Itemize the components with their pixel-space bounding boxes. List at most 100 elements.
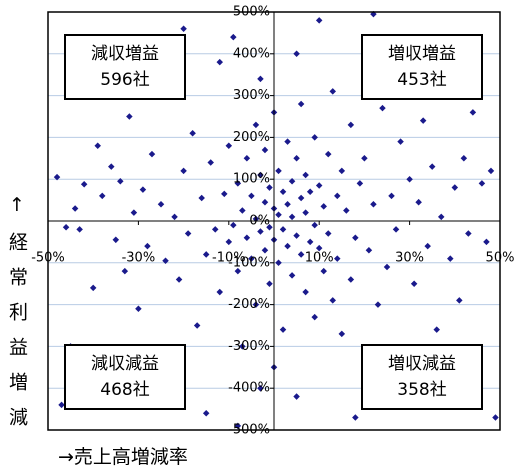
y-tick-label: 100% (233, 172, 270, 187)
y-tick-label: -500% (228, 423, 270, 438)
point (225, 142, 233, 150)
point (320, 203, 327, 210)
point (207, 159, 214, 166)
point (334, 255, 341, 262)
point (306, 238, 314, 246)
point (243, 234, 251, 241)
point (288, 272, 296, 279)
point (221, 190, 228, 198)
point (297, 251, 305, 258)
point (53, 173, 61, 181)
annotation-count: 358社 (397, 380, 446, 400)
point (392, 226, 400, 233)
point (338, 167, 346, 175)
point (139, 186, 147, 193)
point (343, 207, 350, 214)
annotation-label: 増収増益 (388, 44, 456, 64)
point (334, 192, 341, 200)
point (465, 230, 472, 237)
point (112, 236, 120, 244)
point (266, 224, 273, 231)
point (419, 117, 427, 124)
point (157, 201, 165, 208)
point (180, 167, 187, 175)
point (279, 226, 287, 233)
point (89, 284, 97, 292)
point (261, 146, 269, 154)
x-tick-label: 50% (486, 251, 515, 266)
point (397, 138, 404, 145)
annotation-label: 減収減益 (91, 354, 159, 374)
point (71, 205, 79, 212)
point (243, 155, 251, 162)
point (230, 33, 237, 41)
annotation-label: 増収減益 (388, 354, 456, 374)
annotation-box (361, 34, 483, 100)
point (451, 184, 459, 191)
point (284, 138, 291, 145)
point (257, 171, 264, 179)
annotation-label: 減収増益 (91, 44, 159, 64)
x-axis-label: →売上高増減率 (58, 446, 188, 468)
quadrant-box: 減収増益 596社 (64, 34, 186, 100)
point (311, 313, 318, 321)
point (175, 276, 183, 283)
point (284, 242, 291, 250)
point (456, 297, 463, 304)
point (193, 322, 201, 329)
point (76, 226, 83, 233)
point (288, 178, 296, 185)
point (428, 163, 436, 170)
point (492, 414, 499, 421)
point (261, 247, 269, 254)
point (275, 211, 282, 218)
point (338, 330, 346, 338)
y-tick-label: 300% (233, 88, 270, 103)
y-tick-label: 200% (233, 130, 270, 145)
point (329, 297, 337, 304)
point (198, 194, 205, 202)
point (379, 104, 386, 112)
annotation-box (64, 34, 186, 100)
point (80, 180, 88, 188)
point (293, 393, 300, 400)
point (284, 201, 291, 208)
point (148, 150, 156, 158)
point (433, 326, 440, 333)
point (279, 188, 287, 195)
point (248, 192, 255, 200)
point (279, 326, 287, 333)
point (306, 188, 314, 195)
point (347, 276, 355, 283)
point (257, 228, 264, 235)
point (202, 410, 210, 417)
point (483, 238, 490, 246)
annotation-count: 596社 (100, 70, 149, 90)
point (239, 207, 246, 214)
x-tick-label: 10% (305, 251, 334, 266)
point (302, 288, 309, 296)
point (62, 224, 70, 231)
point (234, 422, 242, 430)
point (361, 155, 368, 162)
point (374, 301, 382, 308)
point (324, 150, 332, 158)
point (239, 343, 246, 350)
point (266, 184, 273, 191)
point (352, 234, 359, 241)
point (234, 180, 242, 187)
point (424, 242, 431, 250)
point (225, 238, 233, 246)
point (320, 267, 327, 275)
x-tick-label: -10% (212, 251, 246, 266)
point (352, 414, 359, 421)
point (315, 182, 323, 189)
y-tick-label: 500% (233, 5, 270, 20)
point (180, 25, 187, 32)
y-axis-label: ↑経常利益増減 (6, 194, 28, 442)
point (252, 301, 260, 308)
point (383, 263, 391, 271)
annotation-count: 453社 (397, 70, 446, 90)
